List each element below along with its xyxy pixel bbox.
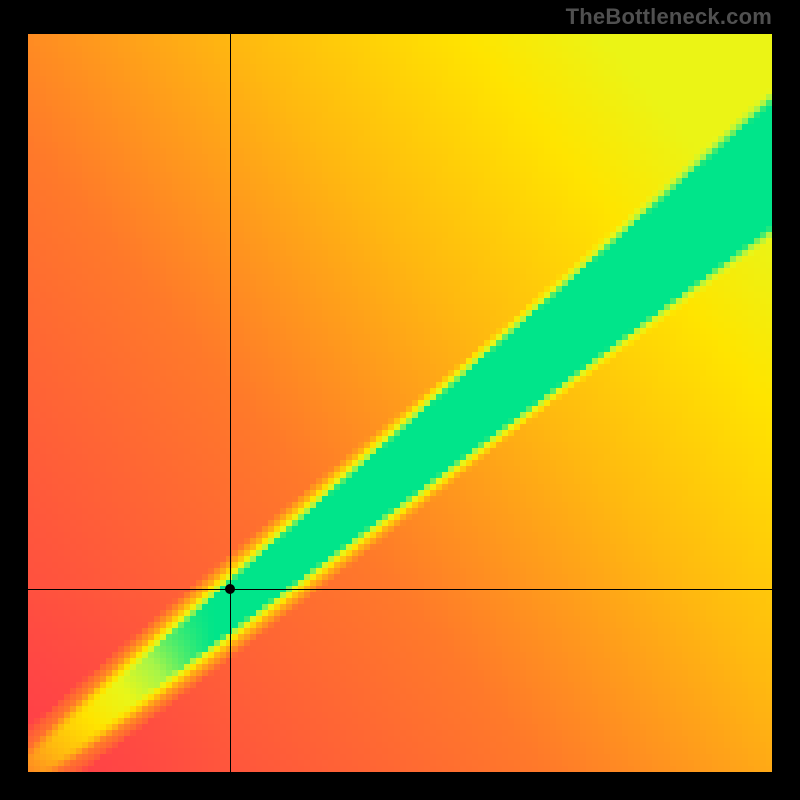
attribution-text: TheBottleneck.com <box>566 4 772 30</box>
marker-point <box>225 584 235 594</box>
heatmap-plot <box>28 34 772 772</box>
heatmap-canvas <box>28 34 772 772</box>
chart-container: TheBottleneck.com <box>0 0 800 800</box>
crosshair-horizontal <box>28 589 772 590</box>
crosshair-vertical <box>230 34 231 772</box>
